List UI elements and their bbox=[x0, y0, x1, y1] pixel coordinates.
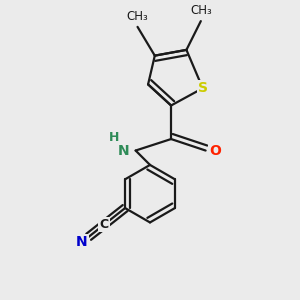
Text: S: S bbox=[198, 81, 208, 95]
Text: CH₃: CH₃ bbox=[190, 4, 212, 17]
Text: CH₃: CH₃ bbox=[127, 10, 148, 23]
Text: C: C bbox=[99, 218, 109, 231]
Text: N: N bbox=[117, 143, 129, 158]
Text: H: H bbox=[109, 130, 120, 144]
Text: N: N bbox=[76, 235, 88, 249]
Text: O: O bbox=[209, 143, 221, 158]
